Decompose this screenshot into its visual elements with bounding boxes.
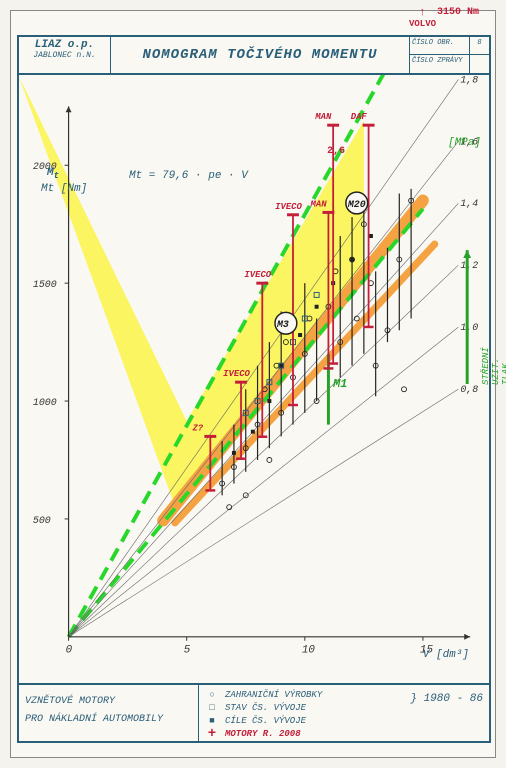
svg-text:10: 10 (302, 645, 316, 657)
footer-line2: PRO NÁKLADNÍ AUTOMOBILY (25, 711, 192, 729)
header: LIAZ o.p. JABLONEC n.N. NOMOGRAM TOČIVÉH… (17, 35, 491, 75)
org-name: LIAZ o.p. (19, 39, 110, 51)
x-axis-label: V [dm³] (423, 649, 469, 661)
volvo-arrow: ↑ (419, 7, 426, 19)
formula: Mt = 79,6 · pe · V (129, 170, 248, 182)
svg-text:1500: 1500 (33, 279, 57, 290)
legend-row: ■CÍLE ČS. VÝVOJE (205, 715, 483, 727)
legend: ○ZAHRANIČNÍ VÝROBKY□STAV ČS. VÝVOJE■CÍLE… (199, 685, 489, 741)
volvo-value: 3150 Nm (437, 7, 479, 18)
svg-text:500: 500 (33, 515, 51, 526)
footer: VZNĚTOVÉ MOTORY PRO NÁKLADNÍ AUTOMOBILY … (17, 683, 491, 743)
volvo-label: VOLVO (409, 19, 436, 29)
svg-text:DAF: DAF (351, 112, 368, 122)
meta-val-2 (469, 55, 489, 73)
svg-text:2,6: 2,6 (327, 145, 345, 156)
svg-text:MAN: MAN (314, 112, 332, 122)
svg-text:5: 5 (184, 645, 191, 657)
footer-left: VZNĚTOVÉ MOTORY PRO NÁKLADNÍ AUTOMOBILY (19, 685, 199, 741)
svg-text:M1: M1 (332, 377, 347, 391)
chart-svg: 0,81,01,21,41,61,8051015500100015002000M… (19, 75, 489, 683)
svg-text:1,8: 1,8 (460, 75, 478, 85)
right-unit: [MPa] (448, 137, 481, 149)
page: ↑ 3150 Nm VOLVO LIAZ o.p. JABLONEC n.N. … (10, 10, 496, 758)
meta-val-1: 8 (469, 37, 489, 54)
svg-text:IVECO: IVECO (223, 369, 250, 379)
header-meta: ČÍSLO OBR. 8 ČÍSLO ZPRÁVY (409, 37, 489, 73)
svg-text:IVECO: IVECO (275, 202, 302, 212)
svg-text:1,2: 1,2 (460, 260, 478, 271)
svg-text:Z?: Z? (191, 423, 203, 433)
y-axis-unit: Mt [Nm] (41, 183, 87, 195)
svg-text:1,4: 1,4 (460, 198, 478, 209)
svg-text:IVECO: IVECO (244, 270, 271, 280)
svg-text:1000: 1000 (33, 397, 57, 408)
meta-label-1: ČÍSLO OBR. (410, 37, 469, 54)
header-org: LIAZ o.p. JABLONEC n.N. (19, 37, 111, 73)
legend-years: } 1980 - 86 (410, 693, 483, 705)
meta-label-2: ČÍSLO ZPRÁVY (410, 55, 469, 73)
y-axis-label-mt: Mt (47, 167, 59, 181)
svg-text:1,0: 1,0 (460, 322, 478, 333)
svg-text:M20: M20 (347, 199, 366, 210)
green-axis-label: STŘEDNÍ UŽIT. TLAK PŘI MAX. Mt (481, 347, 506, 385)
footer-line1: VZNĚTOVÉ MOTORY (25, 693, 192, 711)
chart-title: NOMOGRAM TOČIVÉHO MOMENTU (111, 37, 409, 73)
org-location: JABLONEC n.N. (19, 51, 110, 60)
yellow-region (19, 77, 364, 506)
svg-text:MAN: MAN (310, 199, 328, 209)
legend-row-red: +MOTORY R. 2008 (205, 728, 483, 740)
svg-text:0: 0 (66, 645, 73, 657)
svg-text:M3: M3 (276, 319, 289, 330)
plot-area: 0,81,01,21,41,61,8051015500100015002000M… (17, 75, 491, 685)
svg-text:0,8: 0,8 (460, 384, 478, 395)
